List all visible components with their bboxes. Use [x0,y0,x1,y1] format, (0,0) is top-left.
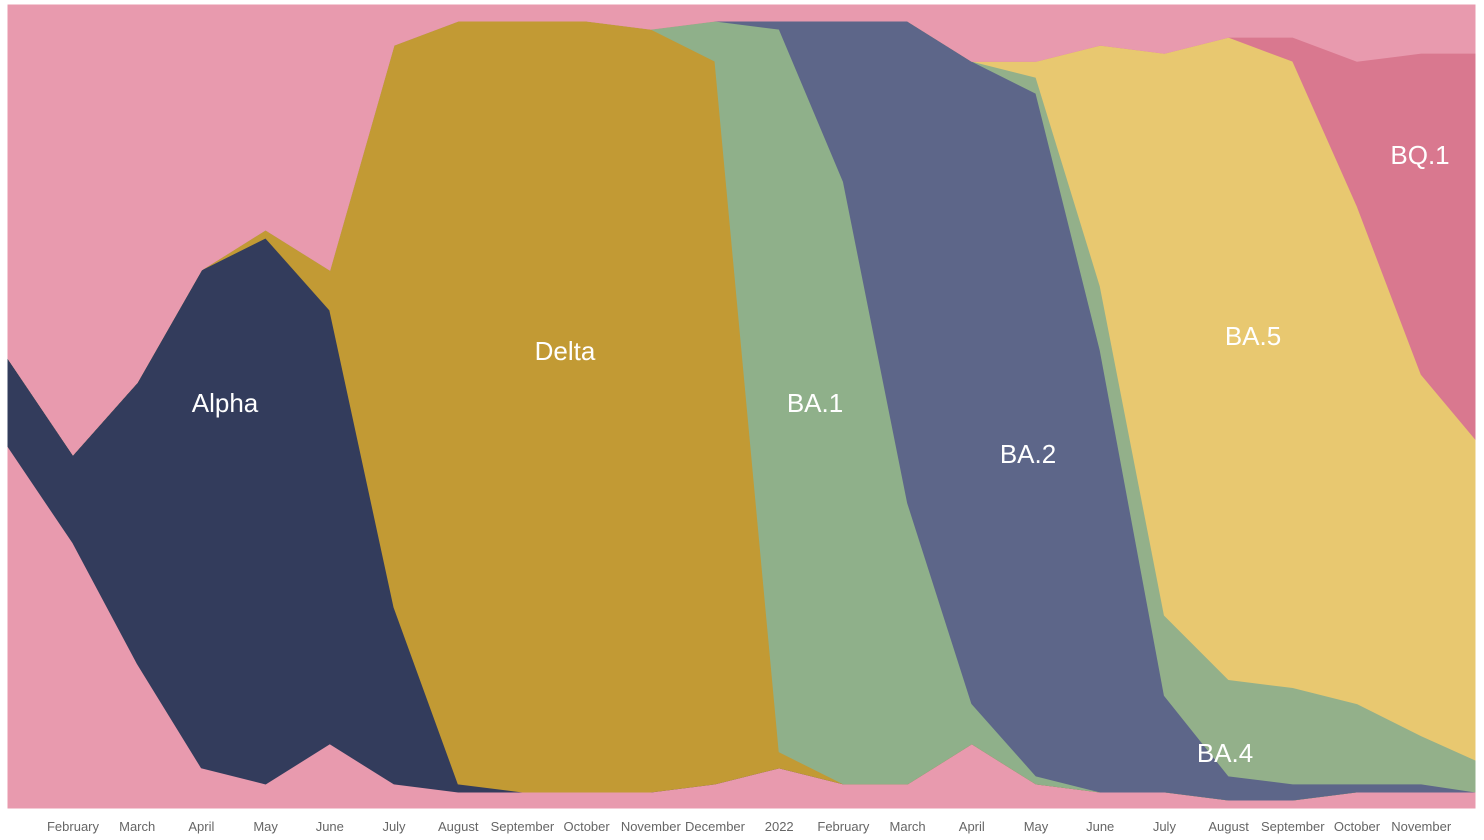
series-label: BA.2 [1000,439,1056,469]
x-tick-label: May [253,819,278,834]
x-tick-label: August [1208,819,1249,834]
x-tick-label: February [817,819,870,834]
x-tick-label: June [1086,819,1114,834]
x-tick-label: April [188,819,214,834]
x-tick-label: October [563,819,610,834]
x-tick-label: 2022 [765,819,794,834]
x-tick-label: November [621,819,682,834]
x-tick-label: July [1153,819,1177,834]
x-tick-label: October [1334,819,1381,834]
x-tick-label: September [1261,819,1325,834]
x-tick-label: August [438,819,479,834]
series-label: BQ.1 [1390,140,1449,170]
x-tick-label: February [47,819,100,834]
x-tick-label: July [382,819,406,834]
series-label: BA.4 [1197,738,1253,768]
series-label: Alpha [192,388,259,418]
x-tick-label: September [491,819,555,834]
series-label: BA.5 [1225,321,1281,351]
series-label: BA.1 [787,388,843,418]
series-label: Delta [535,336,596,366]
x-tick-label: March [119,819,155,834]
x-tick-label: November [1391,819,1452,834]
x-tick-label: December [685,819,746,834]
x-tick-label: March [890,819,926,834]
area [7,4,1476,456]
x-tick-label: June [316,819,344,834]
x-tick-label: May [1024,819,1049,834]
x-tick-label: April [959,819,985,834]
